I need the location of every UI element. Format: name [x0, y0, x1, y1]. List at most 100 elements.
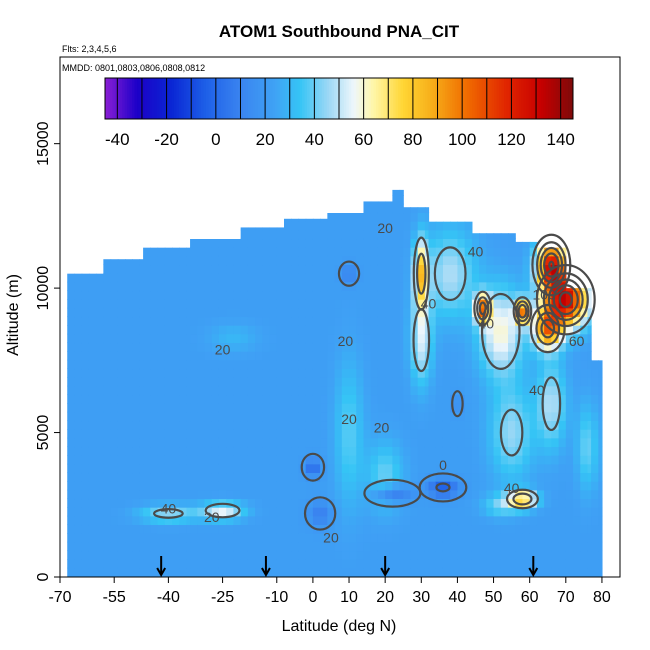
- heatmap-cell: [558, 472, 567, 482]
- heatmap-cell: [349, 463, 357, 474]
- heatmap-cell: [262, 550, 271, 560]
- heatmap-cell: [197, 472, 206, 482]
- heatmap-cell: [399, 368, 404, 378]
- heatmap-cell: [96, 541, 104, 552]
- heatmap-cell: [450, 394, 459, 404]
- heatmap-cell: [204, 377, 213, 387]
- heatmap-cell: [471, 429, 480, 439]
- heatmap-cell: [179, 559, 188, 569]
- heatmap-cell: [508, 411, 516, 422]
- heatmap-cell: [356, 359, 365, 370]
- heatmap-cell: [190, 299, 198, 309]
- heatmap-cell: [186, 515, 191, 526]
- heatmap-cell: [442, 455, 451, 465]
- heatmap-cell: [150, 550, 159, 560]
- heatmap-cell: [580, 550, 589, 560]
- heatmap-cell: [179, 359, 188, 370]
- heatmap-cell: [450, 333, 459, 344]
- heatmap-cell: [96, 533, 104, 543]
- heatmap-cell: [508, 333, 516, 344]
- heatmap-cell: [269, 307, 278, 318]
- heatmap-cell: [218, 333, 227, 344]
- heatmap-cell: [240, 273, 249, 283]
- heatmap-cell: [96, 299, 104, 309]
- heatmap-cell: [218, 273, 227, 283]
- heatmap-cell: [493, 550, 502, 560]
- heatmap-cell: [139, 273, 144, 283]
- colorbar-swatch: [274, 78, 278, 119]
- heatmap-cell: [565, 411, 574, 422]
- heatmap-cell: [385, 325, 393, 335]
- heatmap-cell: [349, 550, 357, 560]
- heatmap-cell: [157, 541, 166, 552]
- heatmap-cell: [143, 455, 151, 465]
- heatmap-cell: [197, 481, 206, 491]
- heatmap-cell: [74, 429, 83, 439]
- heatmap-cell: [558, 446, 567, 456]
- colorbar-swatch: [119, 78, 123, 119]
- heatmap-cell: [240, 394, 249, 404]
- heatmap-cell: [88, 533, 97, 543]
- heatmap-cell: [218, 515, 227, 526]
- heatmap-cell: [493, 342, 502, 352]
- heatmap-cell: [247, 524, 256, 534]
- heatmap-cell: [190, 498, 198, 508]
- heatmap-cell: [565, 385, 574, 396]
- heatmap-cell: [435, 377, 444, 387]
- heatmap-cell: [125, 533, 133, 543]
- heatmap-cell: [103, 385, 112, 396]
- heatmap-cell: [471, 359, 480, 370]
- heatmap-cell: [233, 437, 242, 448]
- heatmap-cell: [417, 342, 426, 352]
- heatmap-cell: [269, 351, 278, 361]
- heatmap-cell: [544, 394, 552, 404]
- heatmap-cell: [403, 550, 412, 560]
- heatmap-cell: [143, 463, 151, 474]
- heatmap-cell: [139, 290, 144, 300]
- heatmap-cell: [392, 299, 401, 309]
- heatmap-cell: [385, 264, 393, 274]
- heatmap-cell: [493, 437, 502, 448]
- heatmap-cell: [190, 463, 198, 474]
- heatmap-cell: [226, 359, 235, 370]
- heatmap-cell: [164, 559, 173, 569]
- heatmap-cell: [204, 507, 213, 517]
- heatmap-cell: [587, 463, 592, 474]
- heatmap-cell: [377, 238, 386, 248]
- colorbar-tick-label: 40: [305, 130, 324, 149]
- contour-label: 60: [569, 333, 585, 349]
- heatmap-cell: [262, 463, 271, 474]
- heatmap-cell: [218, 533, 227, 543]
- heatmap-cell: [320, 507, 328, 517]
- heatmap-cell: [544, 472, 552, 482]
- heatmap-cell: [356, 213, 365, 222]
- heatmap-cell: [276, 359, 285, 370]
- heatmap-cell: [587, 351, 592, 361]
- heatmap-cell: [341, 290, 350, 300]
- heatmap-cell: [157, 411, 166, 422]
- colorbar-swatch: [205, 78, 209, 119]
- heatmap-cell: [204, 515, 213, 526]
- heatmap-cell: [211, 437, 220, 448]
- heatmap-cell: [204, 437, 213, 448]
- heatmap-cell: [81, 299, 90, 309]
- contour-line: [529, 303, 566, 354]
- heatmap-cell: [139, 567, 144, 578]
- heatmap-cell: [327, 489, 336, 500]
- heatmap-cell: [435, 351, 444, 361]
- heatmap-cell: [150, 403, 159, 413]
- heatmap-cell: [284, 342, 292, 352]
- colorbar-swatch: [230, 78, 234, 119]
- heatmap-cell: [363, 359, 372, 370]
- dates-annotation: MMDD: 0801,0803,0806,0808,0812: [62, 63, 205, 73]
- heatmap-cell: [544, 377, 552, 387]
- heatmap-cell: [522, 342, 531, 352]
- colorbar-swatch: [250, 78, 254, 119]
- contour-line: [499, 408, 524, 457]
- heatmap-cell: [143, 489, 151, 500]
- heatmap-cell: [269, 385, 278, 396]
- heatmap-cell: [457, 342, 466, 352]
- heatmap-cell: [172, 541, 180, 552]
- heatmap-cell: [320, 299, 328, 309]
- heatmap-cell: [479, 507, 487, 517]
